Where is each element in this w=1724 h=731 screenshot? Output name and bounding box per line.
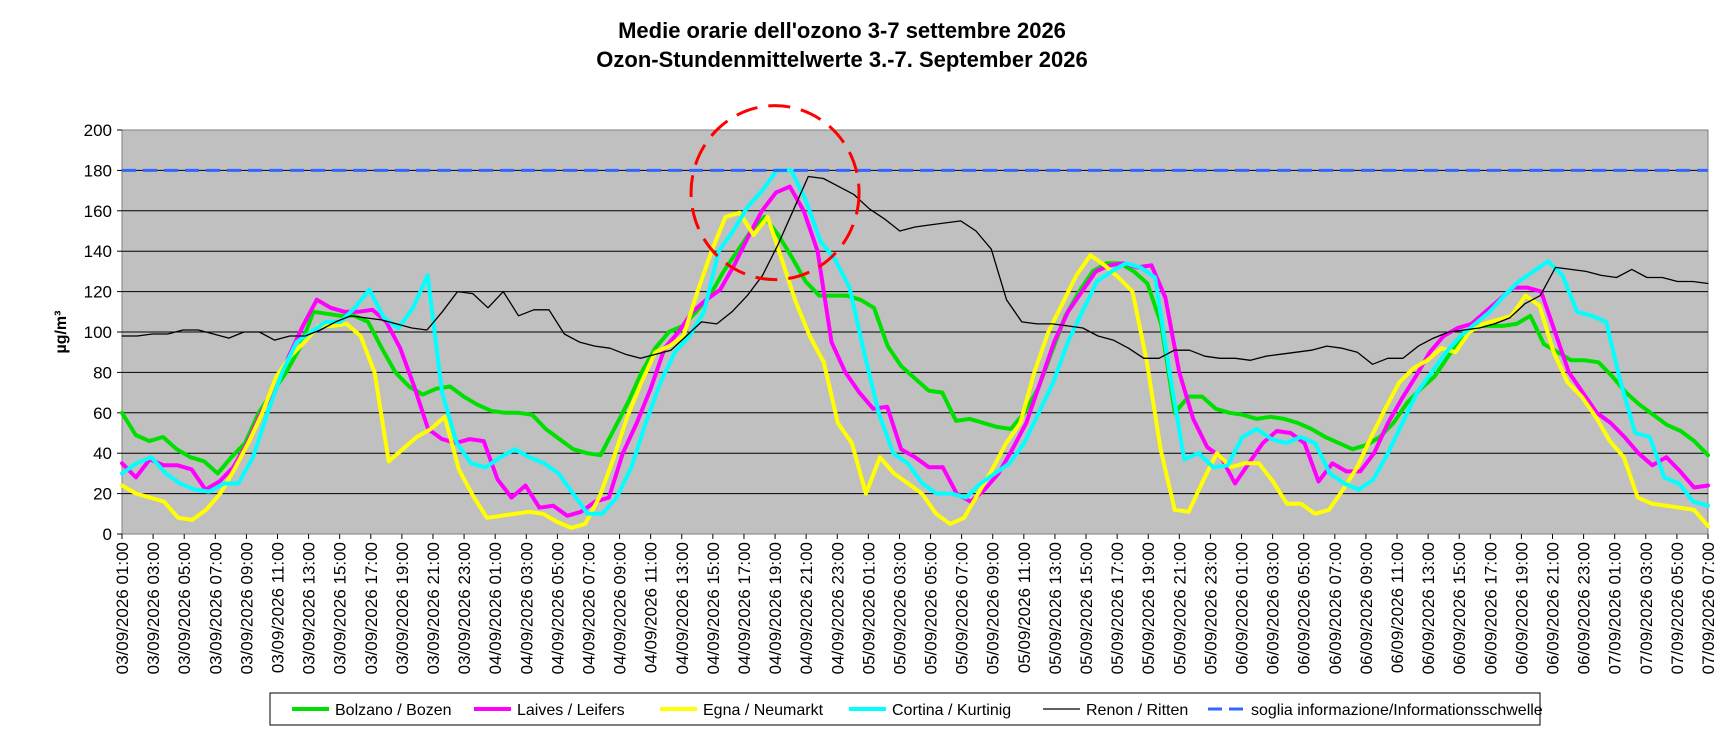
y-axis-ticks: 0 20 40 60 80 100 120 140 160 180 200 <box>84 121 122 544</box>
x-tick-label: 04/09/2026 21:00 <box>797 542 816 674</box>
y-tick-label: 160 <box>84 202 112 221</box>
x-tick-label: 06/09/2026 23:00 <box>1575 542 1594 674</box>
legend-label-1: Laives / Leifers <box>517 702 625 719</box>
x-tick-label: 06/09/2026 11:00 <box>1388 542 1407 673</box>
x-tick-label: 03/09/2026 01:00 <box>113 542 132 674</box>
series-lines <box>120 168 1710 530</box>
x-tick-label: 05/09/2026 09:00 <box>984 542 1003 674</box>
y-tick-label: 120 <box>84 283 112 302</box>
y-tick-label: 180 <box>84 161 112 180</box>
y-tick-label: 200 <box>84 121 112 140</box>
x-tick-label: 06/09/2026 13:00 <box>1419 542 1438 674</box>
y-tick-label: 0 <box>103 525 112 544</box>
x-tick-label: 04/09/2026 07:00 <box>579 542 598 674</box>
x-tick-label: 04/09/2026 15:00 <box>704 542 723 674</box>
x-tick-label: 04/09/2026 01:00 <box>486 542 505 674</box>
series-line-2 <box>120 210 1710 530</box>
x-tick-label: 03/09/2026 03:00 <box>144 542 163 674</box>
x-tick-label: 06/09/2026 01:00 <box>1233 542 1252 674</box>
x-tick-label: 03/09/2026 09:00 <box>237 542 256 674</box>
y-tick-label: 20 <box>93 485 112 504</box>
x-tick-label: 06/09/2026 07:00 <box>1326 542 1345 674</box>
x-tick-label: 04/09/2026 03:00 <box>517 542 536 674</box>
x-tick-label: 04/09/2026 17:00 <box>735 542 754 674</box>
x-tick-label: 05/09/2026 21:00 <box>1170 542 1189 674</box>
chart-title: Medie orarie dell'ozono 3-7 settembre 20… <box>618 18 1066 43</box>
y-tick-label: 40 <box>93 444 112 463</box>
legend-label-3: Cortina / Kurtinig <box>892 702 1011 719</box>
x-tick-label: 06/09/2026 09:00 <box>1357 542 1376 674</box>
series-line-4 <box>121 175 1709 365</box>
x-tick-label: 03/09/2026 21:00 <box>424 542 443 674</box>
x-tick-label: 04/09/2026 19:00 <box>766 542 785 674</box>
x-tick-label: 03/09/2026 17:00 <box>362 542 381 674</box>
x-tick-label: 04/09/2026 05:00 <box>548 542 567 674</box>
x-tick-label: 07/09/2026 07:00 <box>1699 542 1718 674</box>
x-tick-label: 06/09/2026 05:00 <box>1295 542 1314 674</box>
x-tick-label: 07/09/2026 05:00 <box>1668 542 1687 674</box>
x-tick-label: 05/09/2026 15:00 <box>1077 542 1096 674</box>
legend-label-4: Renon / Ritten <box>1086 702 1188 719</box>
x-tick-label: 04/09/2026 23:00 <box>828 542 847 674</box>
x-axis-ticks: 03/09/2026 01:00 03/09/2026 03:00 03/09/20… <box>113 534 1718 674</box>
x-tick-label: 06/09/2026 19:00 <box>1512 542 1531 674</box>
x-tick-label: 04/09/2026 13:00 <box>673 542 692 674</box>
x-tick-label: 07/09/2026 01:00 <box>1606 542 1625 674</box>
y-tick-label: 80 <box>93 363 112 382</box>
x-tick-label: 07/09/2026 03:00 <box>1637 542 1656 674</box>
chart-subtitle: Ozon-Stundenmittelwerte 3.-7. September … <box>596 47 1087 72</box>
x-tick-label: 04/09/2026 11:00 <box>642 542 661 673</box>
x-tick-label: 05/09/2026 05:00 <box>922 542 941 674</box>
x-tick-label: 05/09/2026 17:00 <box>1108 542 1127 674</box>
x-tick-label: 04/09/2026 09:00 <box>611 542 630 674</box>
annotations <box>689 104 861 282</box>
x-tick-label: 03/09/2026 19:00 <box>393 542 412 674</box>
x-tick-label: 06/09/2026 15:00 <box>1450 542 1469 674</box>
x-tick-label: 03/09/2026 05:00 <box>175 542 194 674</box>
x-tick-label: 05/09/2026 19:00 <box>1139 542 1158 674</box>
legend-label-5: soglia informazione/Informationsschwelle <box>1251 702 1543 719</box>
x-tick-label: 05/09/2026 13:00 <box>1046 542 1065 674</box>
legend-label-0: Bolzano / Bozen <box>335 702 452 719</box>
highlight-circle <box>689 104 861 282</box>
legend-label-2: Egna / Neumarkt <box>703 702 824 719</box>
y-tick-label: 140 <box>84 242 112 261</box>
x-tick-label: 06/09/2026 17:00 <box>1481 542 1500 674</box>
y-axis-label: µg/m³ <box>53 311 70 354</box>
x-tick-label: 05/09/2026 07:00 <box>953 542 972 674</box>
legend: Bolzano / Bozen Laives / Leifers Egna / Ne… <box>269 692 1543 726</box>
series-line-0 <box>120 214 1710 476</box>
x-tick-label: 06/09/2026 03:00 <box>1264 542 1283 674</box>
x-tick-label: 05/09/2026 11:00 <box>1015 542 1034 673</box>
series-line-3 <box>120 168 1710 516</box>
x-tick-label: 03/09/2026 11:00 <box>268 542 287 673</box>
x-tick-label: 03/09/2026 23:00 <box>455 542 474 674</box>
x-tick-label: 03/09/2026 13:00 <box>300 542 319 674</box>
x-tick-label: 03/09/2026 15:00 <box>331 542 350 674</box>
x-tick-label: 05/09/2026 23:00 <box>1201 542 1220 674</box>
y-tick-label: 100 <box>84 323 112 342</box>
x-tick-label: 05/09/2026 01:00 <box>859 542 878 674</box>
x-tick-label: 06/09/2026 21:00 <box>1544 542 1563 674</box>
y-tick-label: 60 <box>93 404 112 423</box>
x-tick-label: 05/09/2026 03:00 <box>890 542 909 674</box>
x-tick-label: 03/09/2026 07:00 <box>206 542 225 674</box>
